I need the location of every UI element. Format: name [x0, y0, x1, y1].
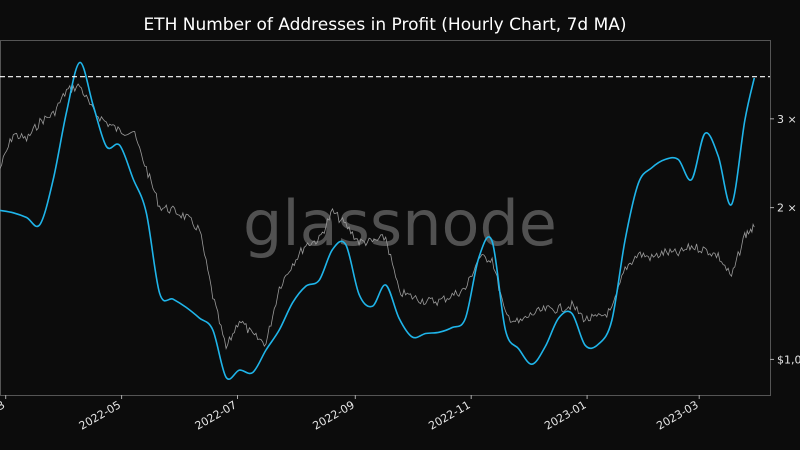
price-tick-label: 2 × 10³	[777, 202, 800, 215]
glassnode-watermark: glassnode	[243, 187, 557, 260]
price-tick-label: $1,000	[777, 353, 800, 366]
price-series-line	[0, 83, 755, 350]
plot-frame	[0, 40, 771, 396]
chart-title: ETH Number of Addresses in Profit (Hourl…	[143, 15, 626, 35]
price-axis: 3 × 10³ 2 × 10³ $1,000	[770, 113, 800, 366]
addresses-in-profit-line	[0, 61, 756, 380]
plot-area	[0, 61, 770, 380]
price-tick-label: 3 × 10³	[777, 113, 800, 126]
